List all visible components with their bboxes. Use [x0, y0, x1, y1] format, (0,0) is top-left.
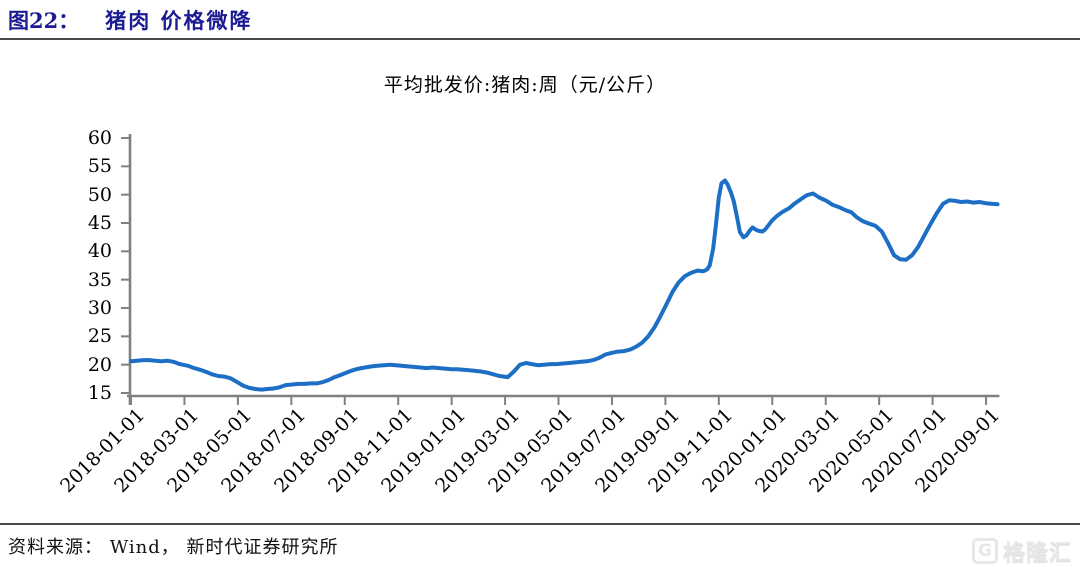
footer-rule — [0, 523, 1080, 525]
y-axis-tick-label: 55 — [87, 155, 112, 178]
y-axis-tick-label: 35 — [87, 268, 112, 291]
chart-title: 平均批发价:猪肉:周（元/公斤） — [383, 74, 667, 96]
y-axis-tick-label: 45 — [87, 212, 112, 234]
price-line — [129, 178, 1000, 392]
y-axis-tick-label: 30 — [87, 297, 112, 319]
y-axis-tick-label: 15 — [87, 382, 112, 404]
y-axis-tick-label: 20 — [87, 353, 112, 376]
figure-title: 猪肉 价格微降 — [105, 8, 253, 33]
y-axis-tick-label: 25 — [87, 325, 112, 348]
gelonghui-watermark: G 格隆汇 — [971, 535, 1072, 567]
figure-label: 图22： — [8, 8, 80, 33]
y-axis-tick-label: 40 — [87, 240, 112, 263]
gelonghui-logo-icon: G — [971, 538, 998, 564]
y-axis-tick-label: 50 — [87, 183, 112, 206]
gelonghui-watermark-text: 格隆汇 — [1002, 541, 1072, 566]
header-rule — [0, 38, 1080, 40]
source-text: 资料来源： Wind， 新时代证券研究所 — [8, 537, 339, 558]
figure-header: 图22： 猪肉 价格微降 — [8, 5, 253, 35]
y-axis-tick-label: 60 — [87, 127, 112, 149]
